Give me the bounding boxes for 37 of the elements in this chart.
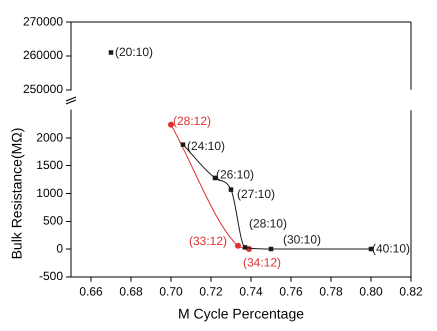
y-axis-title: Bulk Resistance(MΩ) bbox=[8, 128, 24, 260]
data-label: (28:10) bbox=[249, 216, 288, 231]
data-label: (40:10) bbox=[372, 241, 410, 256]
point bbox=[228, 187, 234, 192]
y-tick-label: 2000 bbox=[36, 130, 64, 144]
data-label: (34:12) bbox=[242, 255, 282, 270]
point bbox=[168, 122, 174, 128]
data-label: (28:12) bbox=[173, 114, 212, 128]
point bbox=[235, 242, 241, 249]
y-tick-label: -500 bbox=[38, 269, 64, 284]
point bbox=[242, 245, 248, 250]
x-tick-label: 0.76 bbox=[279, 284, 303, 298]
y-tick-label: 250000 bbox=[22, 82, 64, 96]
data-label: (27:10) bbox=[237, 186, 276, 201]
data-label: (33:12) bbox=[188, 234, 227, 248]
y-tick-label: 0 bbox=[56, 241, 64, 256]
x-tick-label: 0.66 bbox=[79, 284, 103, 298]
y-tick-label: 1500 bbox=[36, 158, 64, 172]
data-label: (24:10) bbox=[187, 138, 226, 153]
x-tick-label: 0.74 bbox=[239, 284, 263, 298]
x-tick-label: 0.70 bbox=[159, 284, 183, 298]
data-label: (20:10) bbox=[115, 44, 154, 59]
x-tick-label: 0.68 bbox=[119, 284, 143, 298]
x-tick-label: 0.82 bbox=[399, 284, 423, 298]
x-tick-label: 0.80 bbox=[359, 284, 383, 298]
point bbox=[180, 142, 186, 147]
x-tick-label: 0.72 bbox=[199, 284, 223, 298]
x-axis-title: M Cycle Percentage bbox=[178, 305, 304, 322]
x-tick-label: 0.78 bbox=[319, 284, 343, 298]
data-label: (26:10) bbox=[216, 167, 254, 182]
point bbox=[368, 246, 374, 252]
y-tick-label: 260000 bbox=[22, 48, 64, 62]
y-tick-label: 500 bbox=[42, 214, 64, 228]
y-tick-label: 1000 bbox=[36, 186, 64, 200]
point bbox=[268, 246, 274, 252]
y-tick-label: 270000 bbox=[22, 14, 64, 28]
data-label: (30:10) bbox=[283, 232, 322, 246]
